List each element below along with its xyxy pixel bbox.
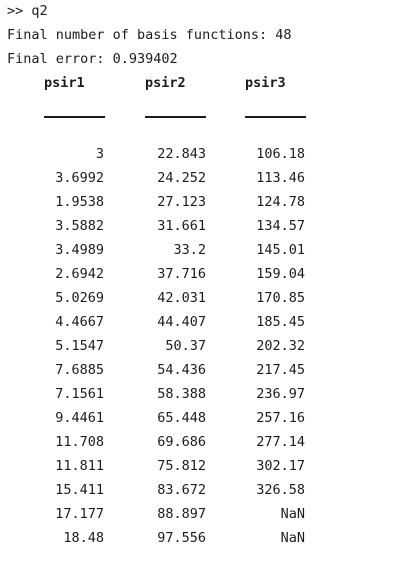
table-row: 3 22.843 106.18 — [0, 146, 416, 170]
table-cell-psir3: 106.18 — [256, 146, 305, 162]
table-cell-psir1: 3.6992 — [55, 170, 104, 186]
result-table: 3 22.843 106.18 3.6992 24.252 113.46 1.9538 27.… — [0, 146, 416, 554]
table-cell-psir3: 277.14 — [256, 434, 305, 450]
table-cell-psir2: 69.686 — [157, 434, 206, 450]
prompt-line: >> q2 — [7, 3, 48, 19]
table-cell-psir2: 24.252 — [157, 170, 206, 186]
table-row: 5.1547 50.37 202.32 — [0, 338, 416, 362]
table-cell-psir2: 75.812 — [157, 458, 206, 474]
column-underline — [44, 116, 105, 118]
table-row: 17.177 88.897 NaN — [0, 506, 416, 530]
table-row: 7.1561 58.388 236.97 — [0, 386, 416, 410]
column-underline — [245, 116, 306, 118]
table-cell-psir3: 217.45 — [256, 362, 305, 378]
table-cell-psir1: 1.9538 — [55, 194, 104, 210]
table-cell-psir1: 17.177 — [55, 506, 104, 522]
table-cell-psir2: 42.031 — [157, 290, 206, 306]
table-cell-psir1: 15.411 — [55, 482, 104, 498]
table-cell-psir2: 33.2 — [173, 242, 206, 258]
table-cell-psir1: 2.6942 — [55, 266, 104, 282]
table-cell-psir1: 7.6885 — [55, 362, 104, 378]
table-cell-psir1: 11.811 — [55, 458, 104, 474]
table-cell-psir3: 185.45 — [256, 314, 305, 330]
table-cell-psir3: 257.16 — [256, 410, 305, 426]
table-cell-psir3: 170.85 — [256, 290, 305, 306]
column-underline — [145, 116, 206, 118]
table-cell-psir1: 18.48 — [63, 530, 104, 546]
table-cell-psir2: 50.37 — [165, 338, 206, 354]
table-row: 9.4461 65.448 257.16 — [0, 410, 416, 434]
table-cell-psir2: 83.672 — [157, 482, 206, 498]
table-cell-psir2: 97.556 — [157, 530, 206, 546]
table-row: 2.6942 37.716 159.04 — [0, 266, 416, 290]
table-row: 3.5882 31.661 134.57 — [0, 218, 416, 242]
table-cell-psir2: 88.897 — [157, 506, 206, 522]
table-cell-psir3: 236.97 — [256, 386, 305, 402]
table-cell-psir1: 3.5882 — [55, 218, 104, 234]
table-row: 3.4989 33.2 145.01 — [0, 242, 416, 266]
table-cell-psir2: 31.661 — [157, 218, 206, 234]
table-cell-psir2: 54.436 — [157, 362, 206, 378]
table-cell-psir3: 302.17 — [256, 458, 305, 474]
table-row: 5.0269 42.031 170.85 — [0, 290, 416, 314]
table-cell-psir2: 65.448 — [157, 410, 206, 426]
table-cell-psir1: 3.4989 — [55, 242, 104, 258]
table-cell-psir1: 9.4461 — [55, 410, 104, 426]
table-row: 1.9538 27.123 124.78 — [0, 194, 416, 218]
table-row: 15.411 83.672 326.58 — [0, 482, 416, 506]
column-header-psir3: psir3 — [245, 75, 286, 91]
table-row: 11.811 75.812 302.17 — [0, 458, 416, 482]
column-header-psir2: psir2 — [145, 75, 186, 91]
basis-count-line: Final number of basis functions: 48 — [7, 27, 292, 43]
table-cell-psir1: 3 — [95, 146, 104, 162]
table-cell-psir3: 159.04 — [256, 266, 305, 282]
table-cell-psir1: 4.4667 — [55, 314, 104, 330]
table-row: 18.48 97.556 NaN — [0, 530, 416, 554]
column-header-psir1: psir1 — [44, 75, 85, 91]
table-cell-psir1: 5.0269 — [55, 290, 104, 306]
final-error-line: Final error: 0.939402 — [7, 51, 178, 67]
table-row: 7.6885 54.436 217.45 — [0, 362, 416, 386]
table-cell-psir3: 113.46 — [256, 170, 305, 186]
table-cell-psir2: 44.407 — [157, 314, 206, 330]
table-cell-psir3: 145.01 — [256, 242, 305, 258]
table-cell-psir1: 5.1547 — [55, 338, 104, 354]
table-cell-psir3: 124.78 — [256, 194, 305, 210]
table-cell-psir2: 27.123 — [157, 194, 206, 210]
table-cell-psir1: 11.708 — [55, 434, 104, 450]
table-row: 3.6992 24.252 113.46 — [0, 170, 416, 194]
table-row: 4.4667 44.407 185.45 — [0, 314, 416, 338]
table-cell-psir2: 37.716 — [157, 266, 206, 282]
table-cell-psir3: 202.32 — [256, 338, 305, 354]
table-cell-psir3: 134.57 — [256, 218, 305, 234]
table-cell-psir3: NaN — [280, 530, 305, 546]
table-cell-psir2: 58.388 — [157, 386, 206, 402]
table-cell-psir1: 7.1561 — [55, 386, 104, 402]
table-row: 11.708 69.686 277.14 — [0, 434, 416, 458]
table-cell-psir2: 22.843 — [157, 146, 206, 162]
table-cell-psir3: 326.58 — [256, 482, 305, 498]
table-cell-psir3: NaN — [280, 506, 305, 522]
